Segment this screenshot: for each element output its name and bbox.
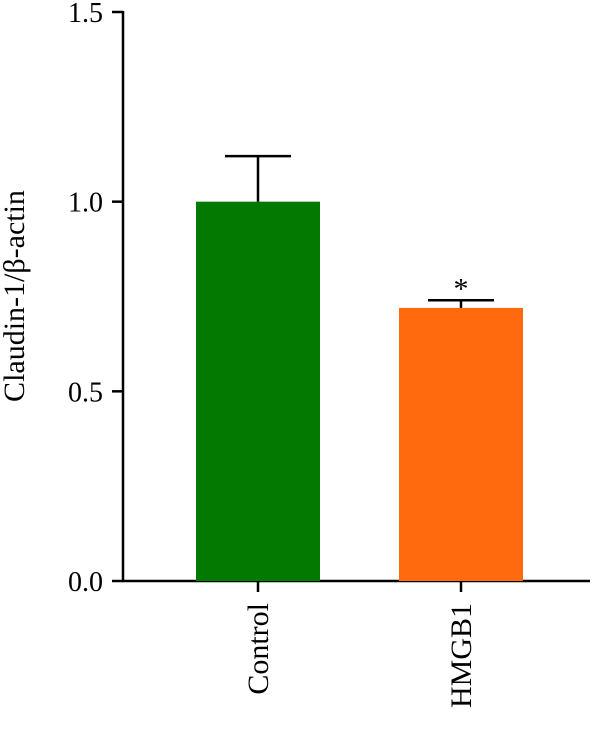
x-tick-label-hmgb1: HMGB1 — [445, 603, 478, 708]
y-axis-label: Claudin-1/β-actin — [0, 190, 31, 402]
y-tick-label: 0.5 — [68, 377, 103, 408]
x-axis: Control HMGB1 — [122, 579, 590, 708]
bars: * — [196, 154, 523, 581]
y-tick-label: 1.5 — [68, 0, 103, 29]
significance-marker: * — [454, 272, 469, 305]
y-tick-label: 1.0 — [68, 188, 103, 219]
y-axis: 0.0 0.5 1.0 1.5 — [68, 0, 125, 598]
y-tick-label: 0.0 — [68, 567, 103, 598]
bar-hmgb1 — [399, 307, 523, 581]
x-tick-label-control: Control — [242, 603, 275, 695]
bar-control — [196, 201, 320, 581]
